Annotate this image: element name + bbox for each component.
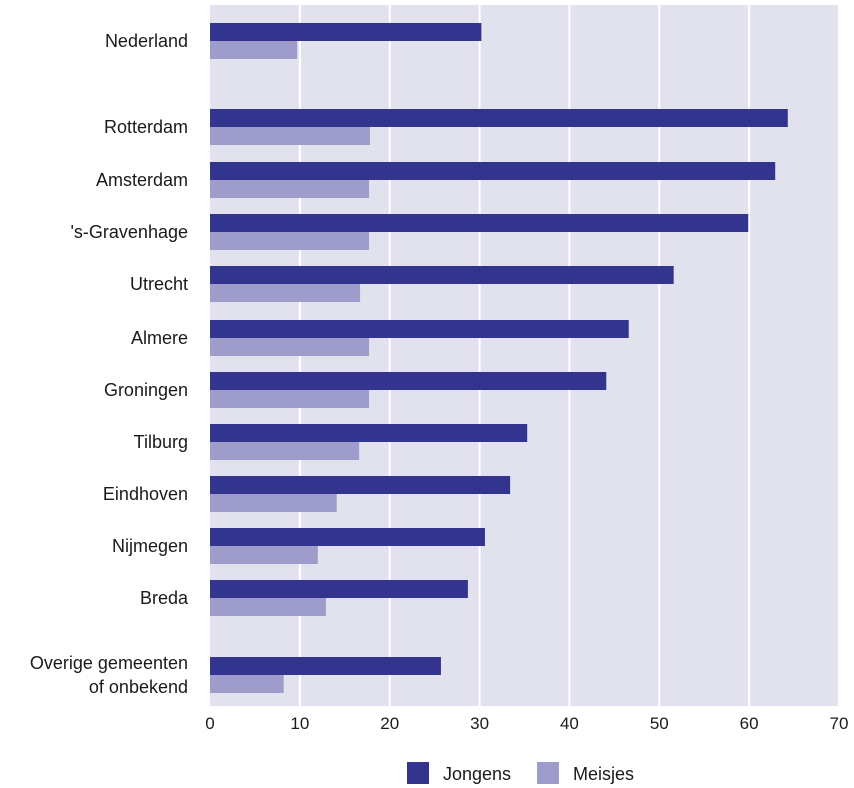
bar-meisjes (210, 127, 370, 145)
category-label: Overige gemeenten (30, 653, 188, 673)
legend-swatch-jongens (407, 762, 429, 784)
category-label: Eindhoven (103, 484, 188, 504)
category-label: Amsterdam (96, 170, 188, 190)
bar-jongens (210, 657, 441, 675)
bar-jongens (210, 266, 674, 284)
legend-swatch-meisjes (537, 762, 559, 784)
bar-meisjes (210, 442, 360, 460)
x-tick-label: 20 (380, 714, 399, 733)
bar-meisjes (210, 232, 370, 250)
bar-meisjes (210, 41, 298, 59)
legend-label: Jongens (443, 764, 511, 784)
bar-meisjes (210, 598, 326, 616)
bar-jongens (210, 424, 528, 442)
x-axis-ticks: 0 10 20 30 40 50 60 70 (205, 714, 848, 733)
bar-meisjes (210, 494, 337, 512)
category-label: Tilburg (134, 432, 188, 452)
bar-jongens (210, 162, 776, 180)
bar-meisjes (210, 338, 370, 356)
x-tick-label: 60 (740, 714, 759, 733)
legend: Jongens Meisjes (407, 762, 634, 784)
legend-label: Meisjes (573, 764, 634, 784)
category-label: 's-Gravenhage (70, 222, 188, 242)
bar-meisjes (210, 390, 370, 408)
category-label: of onbekend (89, 677, 188, 697)
x-tick-label: 40 (560, 714, 579, 733)
category-label: Almere (131, 328, 188, 348)
bar-meisjes (210, 284, 361, 302)
x-tick-label: 0 (205, 714, 214, 733)
bar-jongens (210, 476, 511, 494)
bar-jongens (210, 580, 468, 598)
bars (210, 23, 788, 693)
bar-meisjes (210, 546, 318, 564)
bar-jongens (210, 372, 607, 390)
x-tick-label: 10 (290, 714, 309, 733)
category-label: Groningen (104, 380, 188, 400)
bar-jongens (210, 528, 485, 546)
bar-meisjes (210, 180, 370, 198)
bar-jongens (210, 214, 749, 232)
bar-jongens (210, 109, 788, 127)
bar-meisjes (210, 675, 284, 693)
category-label: Rotterdam (104, 117, 188, 137)
bar-jongens (210, 320, 629, 338)
category-label: Breda (140, 588, 189, 608)
category-label: Nederland (105, 31, 188, 51)
x-tick-label: 30 (470, 714, 489, 733)
category-labels: Nederland Rotterdam Amsterdam 's-Gravenhage… (30, 31, 189, 697)
x-tick-label: 50 (650, 714, 669, 733)
bar-jongens (210, 23, 482, 41)
category-label: Nijmegen (112, 536, 188, 556)
x-tick-label: 70 (830, 714, 849, 733)
category-label: Utrecht (130, 274, 188, 294)
